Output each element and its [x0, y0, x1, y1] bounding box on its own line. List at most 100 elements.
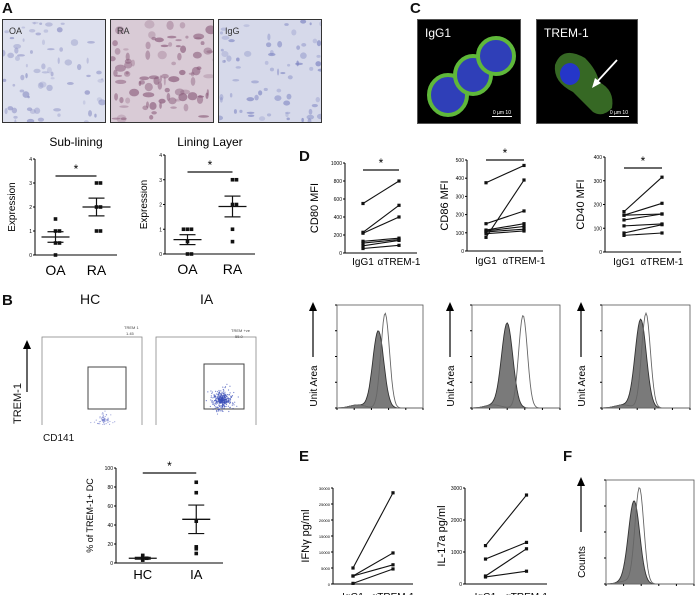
gate-value-ia: 55.0 [235, 334, 243, 339]
svg-text:CD80 MFI: CD80 MFI [309, 183, 321, 233]
confocal-igg1: IgG1 0 µm 10 [417, 19, 521, 124]
svg-text:CD80: CD80 [330, 419, 358, 420]
facs-y-label: TREM-1 [12, 383, 24, 424]
svg-text:RA: RA [87, 262, 107, 278]
panel-letter-c: C [410, 0, 421, 17]
svg-text:1: 1 [29, 229, 32, 235]
svg-text:*: * [74, 162, 79, 176]
chart-cd80-mfi: 0 200 400 600 800 1000 CD80 MFI IgG1 αTREM-1 * [309, 156, 421, 268]
micrograph-ra: RA [110, 19, 214, 123]
svg-text:CD86 MFI: CD86 MFI [440, 180, 451, 230]
svg-text:Expression: Expression [140, 180, 150, 229]
svg-text:0: 0 [461, 249, 464, 255]
svg-text:*: * [208, 158, 213, 172]
svg-text:100: 100 [105, 466, 114, 472]
confocal-label: IgG1 [425, 26, 452, 40]
svg-text:0: 0 [599, 250, 602, 256]
svg-text:IgG1: IgG1 [475, 592, 497, 595]
svg-text:0: 0 [159, 252, 162, 258]
svg-text:200: 200 [334, 233, 343, 239]
svg-text:αTREM-1: αTREM-1 [640, 257, 683, 268]
svg-text:500: 500 [456, 158, 465, 164]
tissue-texture [111, 20, 213, 122]
svg-text:αTREM-1: αTREM-1 [502, 256, 545, 267]
hist-cd80: Unit Area CD80 [309, 302, 424, 420]
svg-text:0: 0 [110, 561, 113, 567]
svg-text:αTREM-1: αTREM-1 [371, 592, 414, 595]
svg-text:400: 400 [594, 155, 603, 161]
svg-text:IgG1: IgG1 [613, 257, 635, 268]
svg-text:100: 100 [456, 231, 465, 237]
svg-text:600: 600 [334, 197, 343, 203]
svg-text:OA: OA [45, 262, 66, 278]
svg-text:CD86: CD86 [471, 419, 499, 420]
svg-text:60: 60 [107, 504, 113, 510]
facs-plots [0, 295, 300, 442]
svg-text:IgG1: IgG1 [352, 257, 374, 268]
svg-text:25000: 25000 [319, 502, 331, 507]
hist-cd40: Unit Area CD40 [577, 302, 691, 420]
gate-label-hc: TREM 1 [124, 325, 139, 330]
micrograph-igg: IgG [218, 19, 322, 123]
svg-text:IFNγ pg/ml: IFNγ pg/ml [300, 509, 312, 562]
svg-text:200: 200 [456, 213, 465, 219]
svg-text:200: 200 [594, 203, 603, 209]
svg-text:0: 0 [339, 251, 342, 257]
svg-text:2000: 2000 [451, 518, 462, 524]
svg-text:400: 400 [334, 215, 343, 221]
cell-image [554, 52, 618, 115]
svg-text:5000: 5000 [321, 566, 331, 571]
svg-text:2: 2 [159, 203, 162, 209]
svg-text:Unit Area: Unit Area [577, 365, 588, 407]
svg-text:CD40 MFI: CD40 MFI [575, 179, 587, 229]
svg-text:*: * [379, 156, 384, 170]
chart-trem1-dc: 0 20 40 60 80 100 % of TREM-1+ DC HC IA * [85, 460, 223, 582]
svg-text:*: * [641, 154, 646, 168]
hist-phospho-p38: CountsPhospho p38 [577, 477, 695, 586]
chart-cd86-mfi: 0 100 200 300 400 500 CD86 MFI IgG1 αTREM-1 * [440, 146, 546, 267]
svg-text:*: * [503, 146, 508, 160]
chart-cd40-mfi: 0 100 200 300 400 CD40 MFI IgG1 αTREM-1 * [575, 154, 684, 268]
svg-text:CD40: CD40 [585, 419, 613, 420]
svg-text:300: 300 [456, 194, 465, 200]
svg-text:2: 2 [29, 205, 32, 211]
svg-text:3: 3 [29, 181, 32, 187]
svg-text:0: 0 [459, 582, 462, 588]
svg-text:400: 400 [456, 176, 465, 182]
panel-letter-a: A [2, 0, 13, 17]
svg-text:1000: 1000 [451, 550, 462, 556]
svg-text:20: 20 [107, 542, 113, 548]
micrograph-label: OA [9, 26, 23, 36]
scale-bar: 0 µm 10 [608, 110, 629, 117]
svg-text:IgG1: IgG1 [342, 592, 364, 595]
confocal-label: TREM-1 [544, 26, 589, 40]
panel-letter-e: E [299, 448, 310, 465]
svg-text:40: 40 [107, 523, 113, 529]
scale-bar: 0 µm 10 [491, 110, 512, 117]
svg-text:RA: RA [223, 261, 243, 277]
svg-text:Expression: Expression [7, 182, 18, 231]
svg-text:IL-17a pg/ml: IL-17a pg/ml [436, 505, 448, 566]
svg-text:300: 300 [594, 179, 603, 185]
gate-label-ia: TREM +ve [231, 328, 251, 333]
cells-image [427, 36, 516, 117]
micrograph-oa: OA [2, 19, 106, 123]
svg-text:Sub-lining: Sub-lining [49, 135, 102, 149]
svg-text:αTREM-1: αTREM-1 [377, 257, 420, 268]
panel-letter-b: B [2, 292, 13, 309]
svg-text:800: 800 [334, 179, 343, 185]
svg-text:1000: 1000 [331, 161, 342, 167]
chart-sublining: Sub-lining 0 1 2 3 4 Expression OA RA * [7, 135, 117, 278]
svg-text:αTREM-1: αTREM-1 [505, 592, 548, 595]
svg-text:IA: IA [190, 567, 203, 582]
svg-text:0: 0 [29, 253, 32, 259]
svg-text:100: 100 [594, 226, 603, 232]
facs-title-ia: IA [200, 291, 214, 307]
facs-svg [23, 336, 258, 442]
svg-text:3000: 3000 [451, 486, 462, 492]
svg-text:30000: 30000 [319, 486, 331, 491]
svg-text:20000: 20000 [319, 518, 331, 523]
tissue-texture [3, 21, 105, 122]
svg-text:15000: 15000 [319, 534, 331, 539]
svg-text:80: 80 [107, 485, 113, 491]
